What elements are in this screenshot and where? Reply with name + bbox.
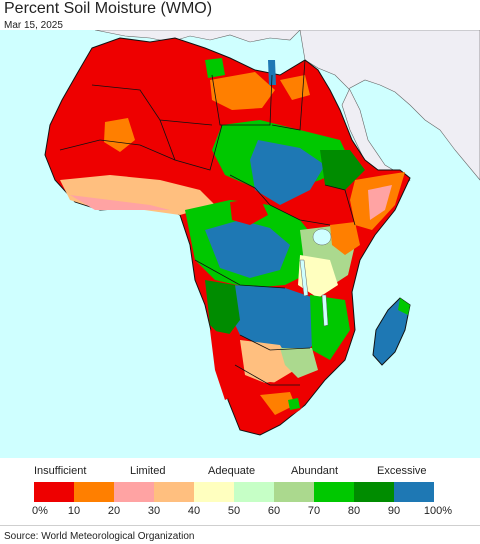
legend-tick-10: 100% — [423, 505, 453, 517]
legend-tick-9: 90 — [387, 505, 401, 517]
namibia-red — [210, 330, 245, 400]
legend-tick-6: 60 — [267, 505, 281, 517]
legend-bin-2 — [114, 482, 154, 502]
tanzania-yellow — [298, 255, 338, 298]
europe-land — [94, 30, 301, 43]
legend-adequate: Adequate — [208, 465, 256, 477]
legend-bin-0 — [34, 482, 74, 502]
country-borders — [59, 59, 356, 386]
south-sudan-blue — [250, 140, 325, 205]
source-credit: Source: World Meteorological Organizatio… — [4, 531, 195, 542]
map-date: Mar 15, 2025 — [4, 20, 63, 31]
legend-tick-8: 80 — [347, 505, 361, 517]
legend-abundant: Abundant — [291, 465, 339, 477]
drc-red — [230, 198, 268, 225]
congo-blue — [205, 220, 290, 278]
legend-tick-3: 30 — [147, 505, 161, 517]
legend-bin-1 — [74, 482, 114, 502]
map-title: Percent Soil Moisture (WMO) — [4, 0, 213, 17]
legend-tick-5: 50 — [227, 505, 241, 517]
lake-malawi — [321, 294, 329, 327]
horn-pink — [368, 185, 392, 220]
middle-east-land — [299, 30, 480, 196]
lesotho-green — [288, 398, 300, 410]
lake-tanganyika — [299, 259, 309, 297]
soil-moisture-map — [0, 30, 480, 458]
legend-bin-9 — [394, 482, 434, 502]
mozambique-green — [310, 295, 350, 360]
legend-tick-0: 0% — [32, 505, 48, 517]
south-africa-orange — [260, 392, 295, 415]
legend-tick-4: 40 — [187, 505, 201, 517]
angola-green — [205, 280, 240, 340]
madagascar — [372, 297, 411, 366]
zambia-blue — [228, 285, 330, 350]
lake-victoria — [312, 228, 332, 246]
legend-bin-8 — [354, 482, 394, 502]
madagascar-edge — [398, 298, 410, 315]
legend-limited: Limited — [130, 465, 166, 477]
west-africa-coast — [70, 195, 170, 210]
legend-bin-4 — [194, 482, 234, 502]
legend-bin-3 — [154, 482, 194, 502]
legend-excessive: Excessive — [377, 465, 427, 477]
legend-insufficient: Insufficient — [34, 465, 87, 477]
legend-tick-7: 70 — [307, 505, 321, 517]
legend-color-bar — [34, 482, 434, 502]
nile-blue-strip — [268, 60, 276, 85]
legend-bin-5 — [234, 482, 274, 502]
footer-divider — [0, 525, 480, 526]
ahaggar-green — [205, 58, 225, 78]
legend-tick-1: 10 — [67, 505, 81, 517]
legend-bin-7 — [314, 482, 354, 502]
zimbabwe-green — [280, 348, 318, 378]
legend-bin-6 — [274, 482, 314, 502]
ethiopia-green — [320, 150, 365, 190]
legend-tick-2: 20 — [107, 505, 121, 517]
kenya-orange — [330, 222, 360, 255]
sahara-orange-patch — [210, 72, 275, 110]
